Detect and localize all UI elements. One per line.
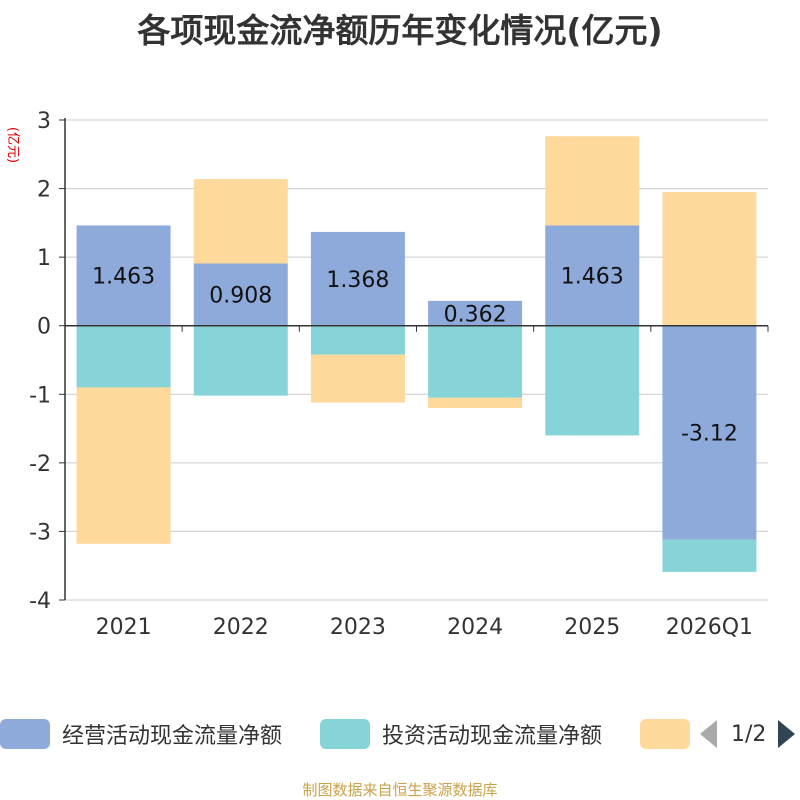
- x-tick-label: 2025: [564, 615, 620, 640]
- legend-item-operating[interactable]: 经营活动现金流量净额: [0, 716, 282, 752]
- x-tick-label: 2021: [96, 615, 152, 640]
- legend[interactable]: 经营活动现金流量净额 投资活动现金流量净额: [0, 716, 800, 756]
- bar-2025-s1[interactable]: [545, 325, 640, 436]
- data-labels: 1.463 0.908 1.368 0.362 1.463 -3.12: [92, 265, 738, 447]
- y-tick-label: -3: [29, 520, 51, 545]
- bar-2026Q1-s0[interactable]: [662, 325, 757, 540]
- grid-lines: [65, 119, 768, 601]
- bar-2023-s2[interactable]: [310, 354, 405, 403]
- y-tick-label: -4: [29, 589, 51, 614]
- bar-2021-s2[interactable]: [76, 387, 171, 544]
- data-label-2023: 1.368: [326, 268, 389, 293]
- x-tick-label: 2026Q1: [666, 615, 753, 640]
- legend-pager: 1/2: [700, 716, 796, 752]
- legend-swatch-financing: [640, 719, 690, 749]
- data-label-2022: 0.908: [209, 284, 272, 309]
- bar-2021-s1[interactable]: [76, 325, 171, 388]
- source-note: 制图数据来自恒生聚源数据库: [302, 781, 498, 799]
- bar-2026Q1-s1[interactable]: [662, 539, 757, 572]
- bar-2022-s1[interactable]: [193, 325, 288, 396]
- bar-2025-s0[interactable]: [545, 225, 640, 326]
- legend-page-indicator: 1/2: [731, 721, 767, 747]
- x-tick-label: 2022: [213, 615, 269, 640]
- bar-2021-s0[interactable]: [76, 225, 171, 326]
- legend-swatch-operating: [0, 719, 50, 749]
- data-label-2025: 1.463: [561, 265, 624, 290]
- chart-title: 各项现金流净额历年变化情况(亿元): [137, 11, 663, 50]
- legend-item-investing[interactable]: 投资活动现金流量净额: [320, 716, 602, 752]
- chart-plot: (亿元) 3 2 1 0 -1 -2 -3 -4 2021 2022 2023 2024 2025 202…: [5, 109, 769, 640]
- axes: 3 2 1 0 -1 -2 -3 -4 2021 2022 2023 2024 2025 2026Q1: [29, 109, 769, 640]
- bar-2024-s2[interactable]: [428, 397, 523, 408]
- bar-2023-s0[interactable]: [310, 231, 405, 326]
- x-tick-label: 2024: [447, 615, 503, 640]
- y-tick-label: 3: [37, 109, 51, 134]
- data-label-2026Q1: -3.12: [681, 422, 738, 447]
- bar-2022-s2[interactable]: [193, 179, 288, 264]
- bar-2025-s2[interactable]: [545, 136, 640, 226]
- y-tick-label: 2: [37, 178, 51, 203]
- legend-label-operating: 经营活动现金流量净额: [62, 724, 283, 749]
- y-tick-label: 0: [37, 315, 51, 340]
- y-tick-label: -1: [29, 383, 51, 408]
- legend-label-investing: 投资活动现金流量净额: [382, 724, 603, 749]
- bars[interactable]: [76, 136, 757, 572]
- bar-2023-s1[interactable]: [310, 325, 405, 355]
- bar-2024-s0[interactable]: [428, 300, 523, 326]
- x-tick-label: 2023: [330, 615, 386, 640]
- data-label-2024: 0.362: [444, 302, 507, 327]
- y-axis-label: (亿元): [5, 127, 20, 163]
- y-tick-label: 1: [37, 246, 51, 271]
- bar-2026Q1-s2[interactable]: [662, 192, 757, 326]
- bar-2022-s0[interactable]: [193, 263, 288, 326]
- y-tick-label: -2: [29, 452, 51, 477]
- bar-2024-s1[interactable]: [428, 325, 523, 398]
- legend-item-financing[interactable]: [640, 716, 690, 752]
- data-label-2021: 1.463: [92, 265, 155, 290]
- legend-prev-icon[interactable]: [700, 720, 717, 748]
- legend-next-icon[interactable]: [778, 720, 796, 748]
- legend-swatch-investing: [320, 719, 370, 749]
